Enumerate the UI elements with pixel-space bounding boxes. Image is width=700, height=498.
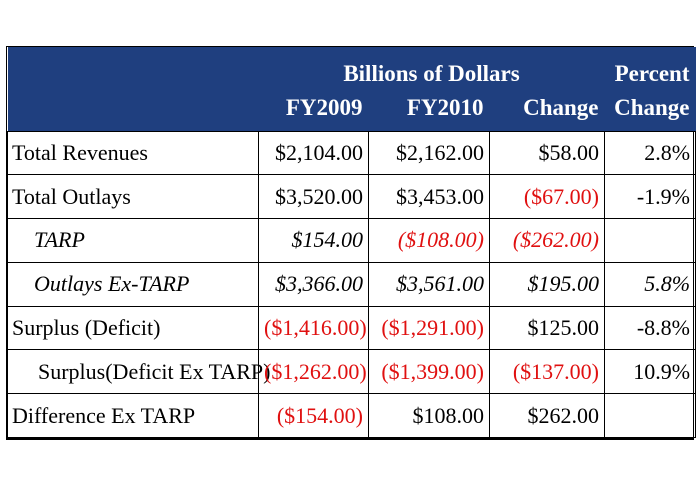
cell-fy2009: ($1,262.00) xyxy=(258,349,369,395)
cell-fy2010: ($1,399.00) xyxy=(368,349,490,395)
row-label: TARP xyxy=(7,218,259,263)
row-label: Total Outlays xyxy=(7,174,259,220)
cell-fy2009: ($1,416.00) xyxy=(258,305,369,351)
table-row: Difference Ex TARP ($154.00) $108.00 $26… xyxy=(7,393,697,438)
cell-fy2010: ($108.00) xyxy=(368,218,490,263)
cell-percent-change xyxy=(604,393,697,438)
budget-table: Billions of Dollars Percent FY2009 FY201… xyxy=(7,47,697,438)
cell-change: ($137.00) xyxy=(488,349,606,395)
table-row: Surplus (Deficit) ($1,416.00) ($1,291.00… xyxy=(7,305,697,351)
table-row: Total Revenues $2,104.00 $2,162.00 $58.0… xyxy=(7,130,697,176)
cell-change: ($67.00) xyxy=(488,174,606,220)
header-change: Change xyxy=(489,89,605,131)
row-label: Outlays Ex-TARP xyxy=(7,261,259,307)
cell-fy2010: $2,162.00 xyxy=(368,130,490,176)
cell-fy2010: ($1,291.00) xyxy=(368,305,490,351)
header-billions-of-dollars: Billions of Dollars xyxy=(258,47,605,89)
cell-fy2009: ($154.00) xyxy=(258,393,369,438)
header-fy2010: FY2010 xyxy=(368,89,490,131)
cell-change: $58.00 xyxy=(488,130,606,176)
cell-fy2010: $3,453.00 xyxy=(368,174,490,220)
cell-fy2009: $3,520.00 xyxy=(258,174,369,220)
cell-change: $262.00 xyxy=(488,393,606,438)
cell-percent-change: 5.8% xyxy=(604,261,697,307)
cell-fy2009: $154.00 xyxy=(258,218,369,263)
row-label: Surplus(Deficit Ex TARP) xyxy=(7,349,270,395)
header-percent-change: Change xyxy=(604,89,696,131)
cell-percent-change: -8.8% xyxy=(604,305,697,351)
cell-fy2010: $108.00 xyxy=(368,393,490,438)
header-blank-cell xyxy=(7,89,259,131)
cell-change: $125.00 xyxy=(488,305,606,351)
cell-percent-change: 2.8% xyxy=(604,130,697,176)
table-header: Billions of Dollars Percent FY2009 FY201… xyxy=(7,47,696,131)
cell-fy2009: $3,366.00 xyxy=(258,261,369,307)
table-row: TARP $154.00 ($108.00) ($262.00) xyxy=(7,218,697,263)
table-row: Surplus(Deficit Ex TARP) ($1,262.00) ($1… xyxy=(7,349,697,395)
header-blank-cell xyxy=(7,47,259,89)
row-label: Surplus (Deficit) xyxy=(7,305,259,351)
cell-percent-change: 10.9% xyxy=(604,349,697,395)
header-row-2: FY2009 FY2010 Change Change xyxy=(7,89,696,131)
header-percent: Percent xyxy=(604,47,696,89)
budget-table-container: Billions of Dollars Percent FY2009 FY201… xyxy=(6,46,697,440)
table-row: Outlays Ex-TARP $3,366.00 $3,561.00 $195… xyxy=(7,261,697,307)
cell-percent-change xyxy=(604,218,697,263)
cell-fy2009: $2,104.00 xyxy=(258,130,369,176)
row-label: Total Revenues xyxy=(7,130,259,176)
cell-change: $195.00 xyxy=(488,261,606,307)
row-label: Difference Ex TARP xyxy=(7,393,259,438)
table-row: Total Outlays $3,520.00 $3,453.00 ($67.0… xyxy=(7,174,697,220)
cell-fy2010: $3,561.00 xyxy=(368,261,490,307)
header-row-1: Billions of Dollars Percent xyxy=(7,47,696,89)
cell-percent-change: -1.9% xyxy=(604,174,697,220)
table-body: Total Revenues $2,104.00 $2,162.00 $58.0… xyxy=(7,130,697,438)
header-fy2009: FY2009 xyxy=(258,89,369,131)
cell-change: ($262.00) xyxy=(488,218,606,263)
